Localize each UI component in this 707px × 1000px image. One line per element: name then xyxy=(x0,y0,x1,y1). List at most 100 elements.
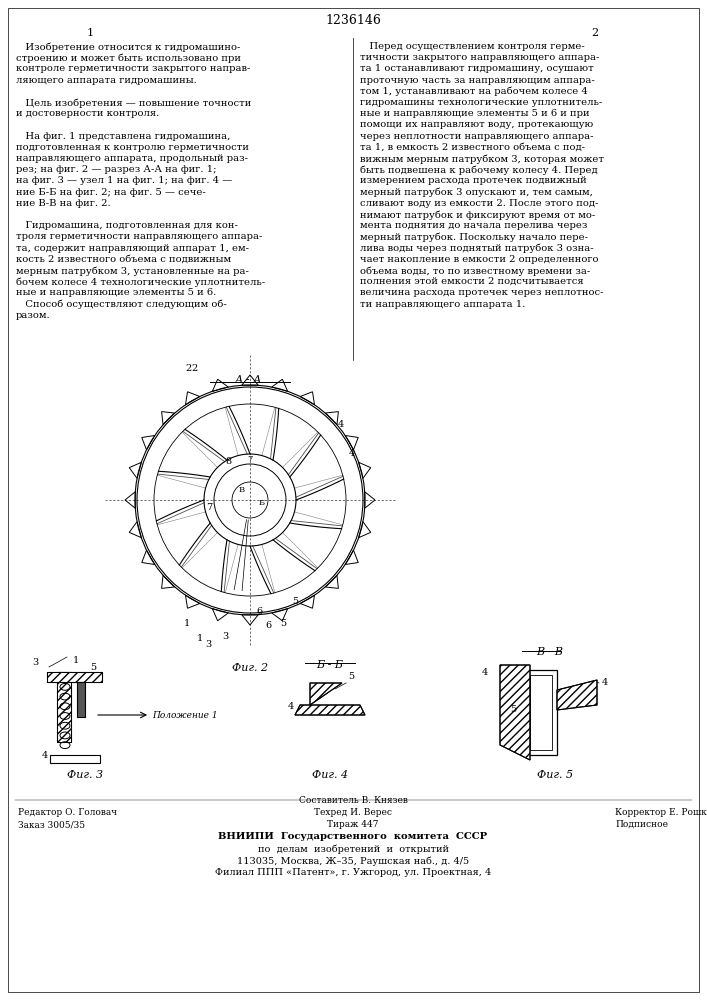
Text: 113035, Москва, Ж–35, Раушская наб., д. 4/5: 113035, Москва, Ж–35, Раушская наб., д. … xyxy=(237,856,469,865)
Text: мерный патрубок. Поскольку начало пере-: мерный патрубок. Поскольку начало пере- xyxy=(360,232,588,242)
Bar xyxy=(50,755,100,763)
Text: Б: Б xyxy=(259,499,265,507)
Polygon shape xyxy=(295,705,365,715)
Text: 4: 4 xyxy=(482,668,488,677)
Text: В - В: В - В xyxy=(537,647,563,657)
Text: 6: 6 xyxy=(265,621,271,630)
Text: Редактор О. Головач: Редактор О. Головач xyxy=(18,808,117,817)
Text: 3: 3 xyxy=(206,640,212,649)
Text: бочем колесе 4 технологические уплотнитель-: бочем колесе 4 технологические уплотните… xyxy=(16,277,265,287)
Text: 2: 2 xyxy=(191,364,197,373)
Text: ние В-В на фиг. 2.: ние В-В на фиг. 2. xyxy=(16,199,110,208)
Text: 4: 4 xyxy=(602,678,608,687)
Text: 4: 4 xyxy=(42,751,48,760)
Text: Техред И. Верес: Техред И. Верес xyxy=(314,808,392,817)
Text: 1: 1 xyxy=(73,656,79,665)
Text: 1: 1 xyxy=(197,634,203,643)
Text: кость 2 известного объема с подвижным: кость 2 известного объема с подвижным xyxy=(16,255,231,264)
Text: Изобретение относится к гидромашино-: Изобретение относится к гидромашино- xyxy=(16,42,240,51)
Text: тичности закрытого направляющего аппара-: тичности закрытого направляющего аппара- xyxy=(360,53,600,62)
Text: Перед осуществлением контроля герме-: Перед осуществлением контроля герме- xyxy=(360,42,585,51)
Text: мента поднятия до начала перелива через: мента поднятия до начала перелива через xyxy=(360,221,588,230)
Text: мерным патрубком 3, установленные на ра-: мерным патрубком 3, установленные на ра- xyxy=(16,266,249,275)
Text: Фиг. 4: Фиг. 4 xyxy=(312,770,348,780)
Text: и достоверности контроля.: и достоверности контроля. xyxy=(16,109,159,118)
Text: мерный патрубок 3 опускают и, тем самым,: мерный патрубок 3 опускают и, тем самым, xyxy=(360,188,593,197)
Text: 4: 4 xyxy=(337,420,344,429)
Text: по  делам  изобретений  и  открытий: по делам изобретений и открытий xyxy=(257,844,448,854)
Text: помощи их направляют воду, протекающую: помощи их направляют воду, протекающую xyxy=(360,120,593,129)
Text: 6: 6 xyxy=(257,607,263,616)
Text: 4: 4 xyxy=(349,449,355,458)
Text: подготовленная к контролю герметичности: подготовленная к контролю герметичности xyxy=(16,143,249,152)
Text: На фиг. 1 представлена гидромашина,: На фиг. 1 представлена гидромашина, xyxy=(16,132,230,141)
Text: разом.: разом. xyxy=(16,311,51,320)
Text: 5: 5 xyxy=(348,672,354,681)
Text: Подписное: Подписное xyxy=(615,820,668,829)
Text: ти направляющего аппарата 1.: ти направляющего аппарата 1. xyxy=(360,300,525,309)
Text: Корректор Е. Рошко: Корректор Е. Рошко xyxy=(615,808,707,817)
Text: Фиг. 2: Фиг. 2 xyxy=(232,663,268,673)
Text: объема воды, то по известному времени за-: объема воды, то по известному времени за… xyxy=(360,266,590,275)
Text: вижным мерным патрубком 3, которая может: вижным мерным патрубком 3, которая может xyxy=(360,154,604,163)
Text: Б - Б: Б - Б xyxy=(317,660,344,670)
Text: Цель изобретения — повышение точности: Цель изобретения — повышение точности xyxy=(16,98,252,107)
Text: строению и может быть использовано при: строению и может быть использовано при xyxy=(16,53,241,63)
Text: 1: 1 xyxy=(183,619,189,628)
Bar xyxy=(47,672,102,682)
Polygon shape xyxy=(500,665,530,760)
Text: Гидромашина, подготовленная для кон-: Гидромашина, подготовленная для кон- xyxy=(16,221,238,230)
Text: том 1, устанавливают на рабочем колесе 4: том 1, устанавливают на рабочем колесе 4 xyxy=(360,87,588,96)
Text: 8: 8 xyxy=(225,457,231,466)
Polygon shape xyxy=(310,683,342,705)
Text: на фиг. 3 — узел 1 на фиг. 1; на фиг. 4 —: на фиг. 3 — узел 1 на фиг. 1; на фиг. 4 … xyxy=(16,176,233,185)
Text: 2: 2 xyxy=(186,364,192,373)
Text: 5: 5 xyxy=(90,663,96,672)
Text: величина расхода протечек через неплотнос-: величина расхода протечек через неплотно… xyxy=(360,288,604,297)
Text: А - А: А - А xyxy=(234,375,262,385)
Bar xyxy=(57,672,71,742)
Text: 2: 2 xyxy=(592,28,599,38)
Text: 7: 7 xyxy=(206,504,212,512)
Text: гидромашины технологические уплотнитель-: гидромашины технологические уплотнитель- xyxy=(360,98,602,107)
Text: Способ осуществляют следующим об-: Способ осуществляют следующим об- xyxy=(16,300,227,309)
Text: Филиал ППП «Патент», г. Ужгород, ул. Проектная, 4: Филиал ППП «Патент», г. Ужгород, ул. Про… xyxy=(215,868,491,877)
Text: В: В xyxy=(239,486,245,494)
Text: контроле герметичности закрытого направ-: контроле герметичности закрытого направ- xyxy=(16,64,250,73)
Bar xyxy=(77,682,85,717)
Text: Положение 1: Положение 1 xyxy=(152,710,218,720)
Text: измерением расхода протечек подвижный: измерением расхода протечек подвижный xyxy=(360,176,587,185)
Text: быть подвешена к рабочему колесу 4. Перед: быть подвешена к рабочему колесу 4. Пере… xyxy=(360,165,597,175)
Text: Фиг. 3: Фиг. 3 xyxy=(67,770,103,780)
Text: направляющего аппарата, продольный раз-: направляющего аппарата, продольный раз- xyxy=(16,154,248,163)
Text: Тираж 447: Тираж 447 xyxy=(327,820,379,829)
Text: 5: 5 xyxy=(510,706,516,714)
Polygon shape xyxy=(557,680,597,710)
Text: 1: 1 xyxy=(86,28,93,38)
Text: Фиг. 5: Фиг. 5 xyxy=(537,770,573,780)
Text: 5: 5 xyxy=(292,597,298,606)
Text: та 1, в емкость 2 известного объема с под-: та 1, в емкость 2 известного объема с по… xyxy=(360,143,585,152)
Polygon shape xyxy=(525,670,557,755)
Text: ВНИИПИ  Государственного  комитета  СССР: ВНИИПИ Государственного комитета СССР xyxy=(218,832,488,841)
Text: сливают воду из емкости 2. После этого под-: сливают воду из емкости 2. После этого п… xyxy=(360,199,598,208)
Text: через неплотности направляющего аппара-: через неплотности направляющего аппара- xyxy=(360,132,593,141)
Bar xyxy=(47,672,102,682)
Text: 3: 3 xyxy=(223,632,229,641)
Text: Заказ 3005/35: Заказ 3005/35 xyxy=(18,820,85,829)
Text: 7: 7 xyxy=(247,455,252,463)
Text: нимают патрубок и фиксируют время от мо-: нимают патрубок и фиксируют время от мо- xyxy=(360,210,595,220)
Bar xyxy=(530,675,552,750)
Bar xyxy=(57,672,71,742)
Text: полнения этой емкости 2 подсчитывается: полнения этой емкости 2 подсчитывается xyxy=(360,277,583,286)
Text: 4: 4 xyxy=(288,702,294,711)
Text: Составитель В. Князев: Составитель В. Князев xyxy=(298,796,407,805)
Text: рез; на фиг. 2 — разрез А-А на фиг. 1;: рез; на фиг. 2 — разрез А-А на фиг. 1; xyxy=(16,165,216,174)
Text: ние Б-Б на фиг. 2; на фиг. 5 — сече-: ние Б-Б на фиг. 2; на фиг. 5 — сече- xyxy=(16,188,206,197)
Text: 1236146: 1236146 xyxy=(325,14,381,27)
Text: ляющего аппарата гидромашины.: ляющего аппарата гидромашины. xyxy=(16,76,197,85)
Text: ные и направляющие элементы 5 и 6.: ные и направляющие элементы 5 и 6. xyxy=(16,288,216,297)
Text: чает накопление в емкости 2 определенного: чает накопление в емкости 2 определенног… xyxy=(360,255,599,264)
Text: лива воды через поднятый патрубок 3 озна-: лива воды через поднятый патрубок 3 озна… xyxy=(360,244,594,253)
Text: проточную часть за направляющим аппара-: проточную часть за направляющим аппара- xyxy=(360,76,595,85)
